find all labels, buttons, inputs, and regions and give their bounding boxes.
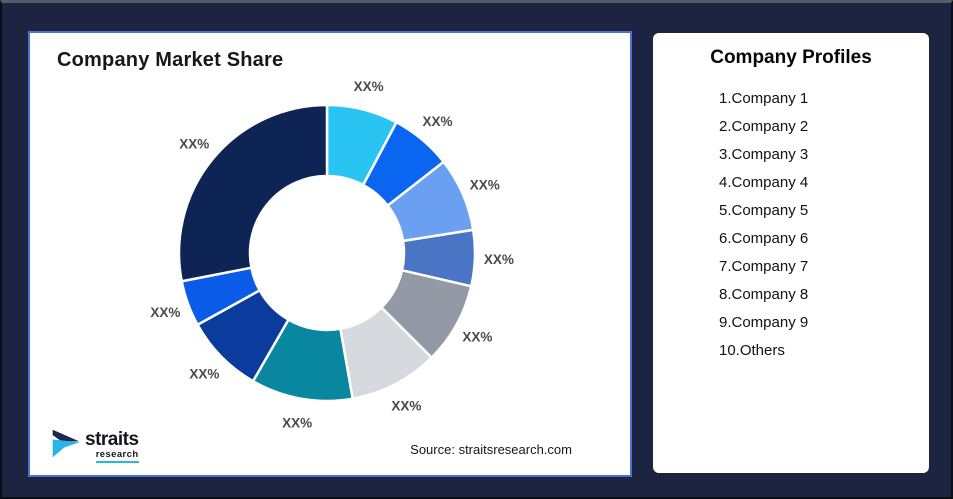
slice-label: XX% xyxy=(484,252,514,267)
company-list-item: 6.Company 6 xyxy=(719,230,809,247)
slice-label: XX% xyxy=(391,399,421,414)
slice-label: XX% xyxy=(150,305,180,320)
slice-label: XX% xyxy=(462,329,492,344)
company-profiles-card: Company Profiles 1.Company 1 2.Company 2 3… xyxy=(653,33,929,473)
slice-label: XX% xyxy=(179,137,209,152)
donut-segment xyxy=(177,103,329,283)
company-list-item: 9.Company 9 xyxy=(719,314,809,331)
slice-label: XX% xyxy=(354,79,384,94)
slice-label: XX% xyxy=(423,114,453,129)
straits-research-logo: straits research xyxy=(50,426,139,463)
straits-logo-icon xyxy=(52,429,80,458)
logo-straits-text: straits xyxy=(85,429,139,450)
company-list-item: 5.Company 5 xyxy=(719,202,809,219)
company-list-item: 10.Others xyxy=(719,342,785,359)
company-list-item: 3.Company 3 xyxy=(719,146,809,163)
company-list: 1.Company 1 2.Company 2 3.Company 3 4.Compa… xyxy=(653,85,929,365)
chart-title: Company Market Share xyxy=(57,49,284,71)
profiles-title: Company Profiles xyxy=(710,47,872,68)
company-list-item: 8.Company 8 xyxy=(719,286,809,303)
slice-label: XX% xyxy=(189,367,219,382)
company-list-item: 7.Company 7 xyxy=(719,258,809,275)
company-list-item: 4.Company 4 xyxy=(719,174,809,191)
logo-research-text: research xyxy=(95,449,139,463)
source-text: Source: straitsresearch.com xyxy=(410,442,572,457)
company-list-item: 1.Company 1 xyxy=(719,90,809,107)
logo-text: straits research xyxy=(85,430,139,463)
slice-label: XX% xyxy=(282,415,312,430)
market-share-card: Company Market Share XX% XX% XX% XX% XX% XX% X… xyxy=(28,31,632,477)
slice-label: XX% xyxy=(470,177,500,192)
donut-chart: XX% XX% XX% XX% XX% XX% XX% XX% XX% XX% xyxy=(150,79,514,430)
company-list-item: 2.Company 2 xyxy=(719,118,809,135)
